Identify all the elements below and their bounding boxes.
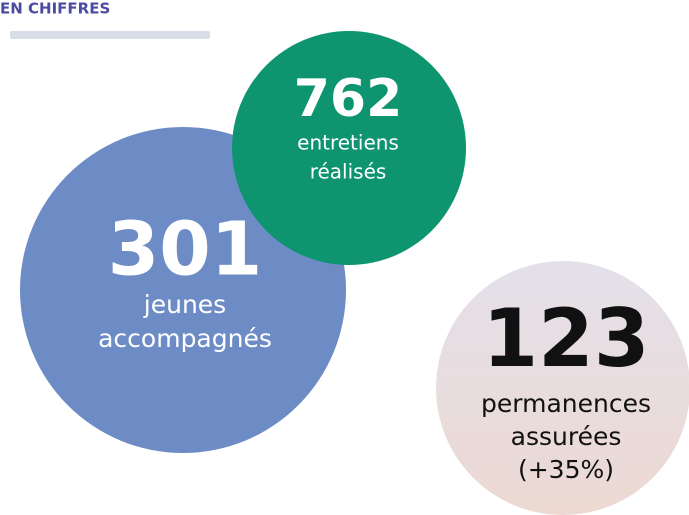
stat-label: jeunes xyxy=(143,290,226,319)
stat-circle xyxy=(436,261,689,515)
stat-block: 123 permanences assurées (+35%) xyxy=(481,292,651,484)
stat-label: assurées xyxy=(511,422,622,451)
stat-circle xyxy=(232,31,466,265)
title-underline xyxy=(10,31,210,39)
stat-number: 301 xyxy=(108,207,262,293)
stat-block: 301 jeunes accompagnés xyxy=(98,207,272,354)
stat-label: accompagnés xyxy=(98,324,272,353)
stat-number: 123 xyxy=(483,292,650,385)
section-title: EN CHIFFRES xyxy=(0,0,110,18)
stat-label: (+35%) xyxy=(518,455,614,484)
stat-number: 762 xyxy=(294,69,403,129)
stat-label: entretiens xyxy=(297,131,399,155)
stat-label: réalisés xyxy=(310,160,387,184)
stat-block: 762 entretiens réalisés xyxy=(294,69,403,184)
stat-label: permanences xyxy=(481,389,651,418)
